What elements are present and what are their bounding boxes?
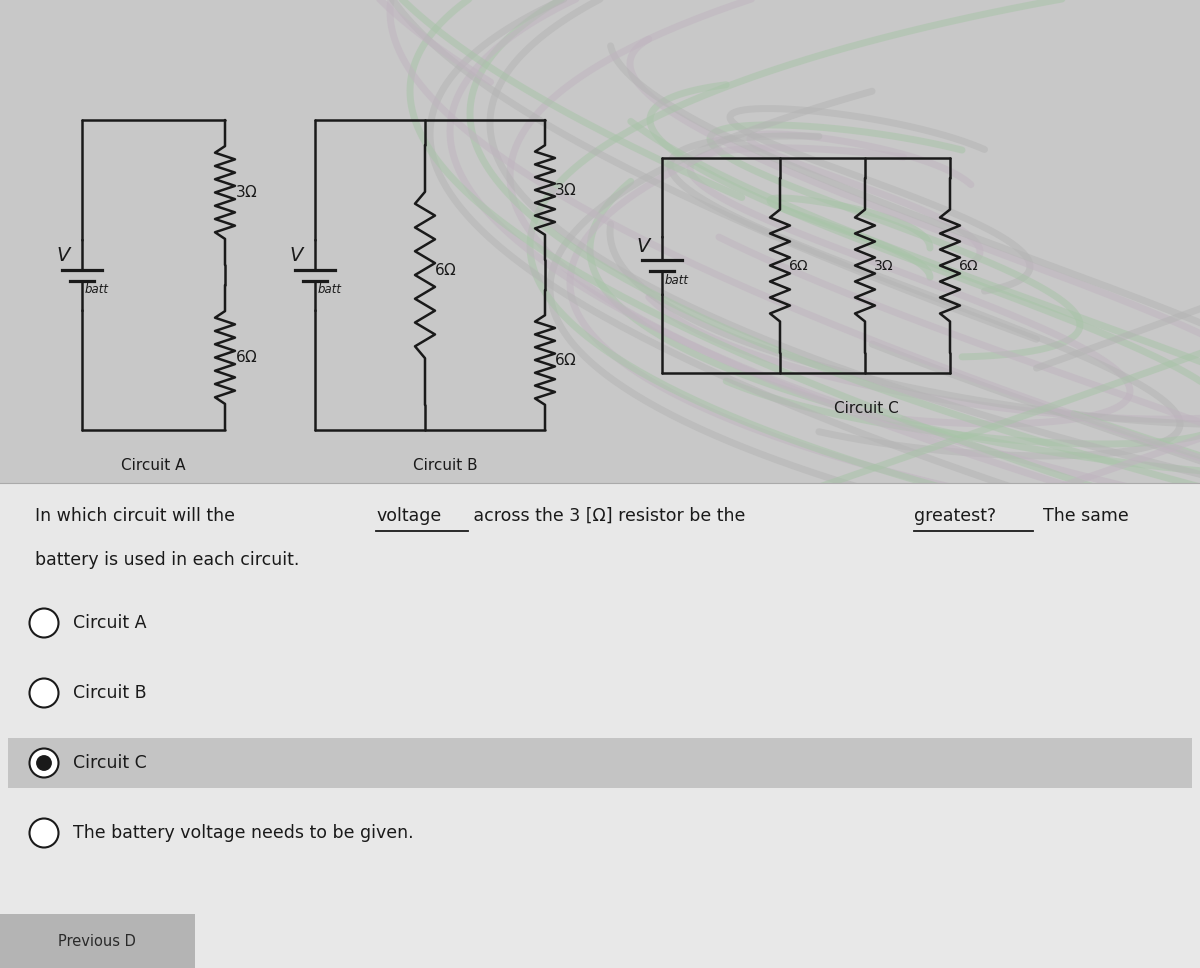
Bar <box>0 914 194 968</box>
Bar <box>0 483 1200 968</box>
Text: battery is used in each circuit.: battery is used in each circuit. <box>35 551 299 569</box>
Text: batt: batt <box>665 274 689 287</box>
Text: Circuit A: Circuit A <box>73 614 146 632</box>
Text: 3$\Omega$: 3$\Omega$ <box>235 185 258 200</box>
Text: voltage: voltage <box>377 507 442 525</box>
Circle shape <box>30 748 59 777</box>
Text: Circuit A: Circuit A <box>121 458 186 473</box>
Text: 6$\Omega$: 6$\Omega$ <box>434 262 457 278</box>
Text: The same: The same <box>1032 507 1129 525</box>
Text: $V$: $V$ <box>636 236 652 256</box>
Circle shape <box>30 819 59 848</box>
Text: Circuit B: Circuit B <box>413 458 478 473</box>
Text: Circuit C: Circuit C <box>834 401 899 416</box>
Text: greatest?: greatest? <box>914 507 996 525</box>
Bar <box>8 738 1192 788</box>
Circle shape <box>37 756 52 771</box>
Text: Previous D: Previous D <box>58 933 136 949</box>
Text: across the 3 [Ω] resistor be the: across the 3 [Ω] resistor be the <box>468 507 751 525</box>
Text: 6$\Omega$: 6$\Omega$ <box>235 349 258 366</box>
Text: 3$\Omega$: 3$\Omega$ <box>554 182 577 198</box>
Text: Circuit C: Circuit C <box>73 754 146 772</box>
Text: 6$\Omega$: 6$\Omega$ <box>788 258 809 273</box>
Text: batt: batt <box>318 283 342 296</box>
Circle shape <box>30 609 59 638</box>
Text: In which circuit will the: In which circuit will the <box>35 507 240 525</box>
Text: 6$\Omega$: 6$\Omega$ <box>554 352 577 368</box>
Text: Circuit B: Circuit B <box>73 684 146 702</box>
Text: 3$\Omega$: 3$\Omega$ <box>874 258 894 273</box>
Text: $V$: $V$ <box>55 246 72 265</box>
Bar <box>0 0 1200 508</box>
Text: $V$: $V$ <box>288 246 305 265</box>
Circle shape <box>30 679 59 708</box>
Text: batt: batt <box>85 283 109 296</box>
Text: The battery voltage needs to be given.: The battery voltage needs to be given. <box>73 824 414 842</box>
Text: 6$\Omega$: 6$\Omega$ <box>958 258 979 273</box>
